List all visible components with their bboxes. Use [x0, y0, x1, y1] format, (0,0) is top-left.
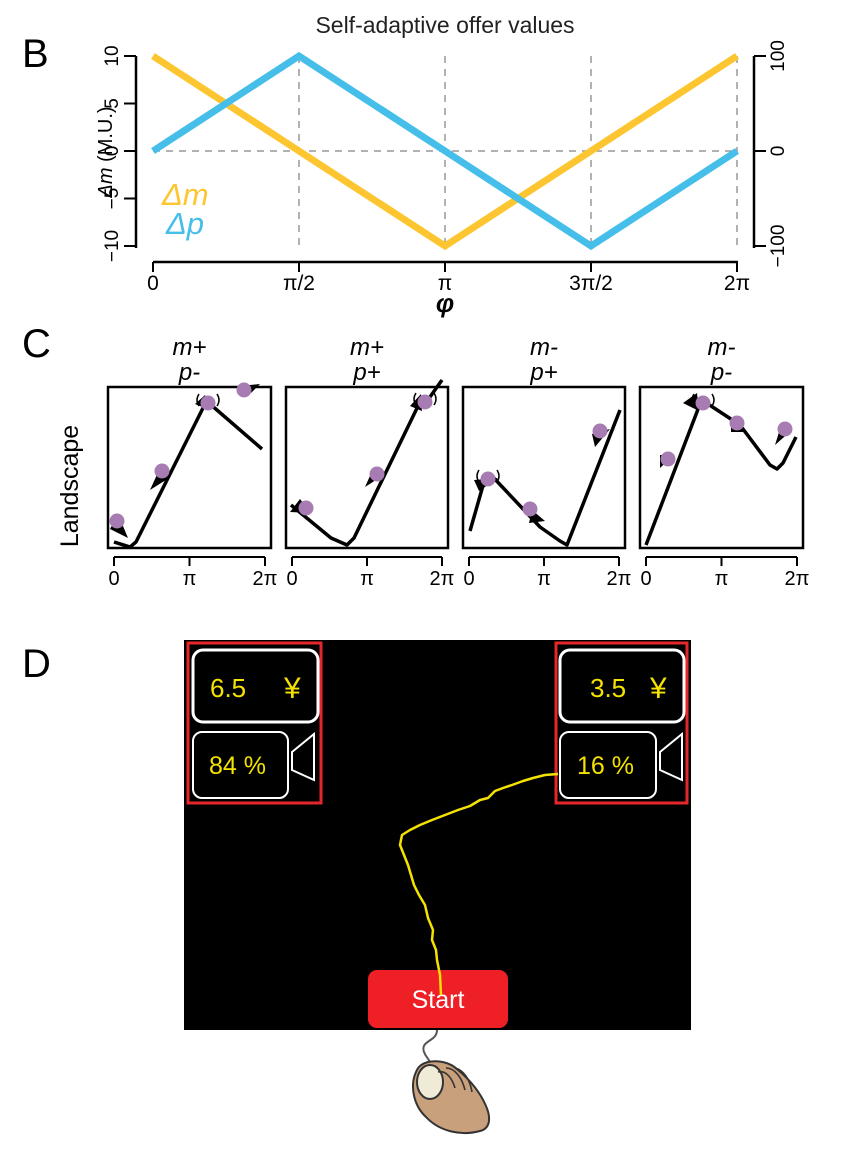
mouse-trajectory: [398, 772, 559, 996]
landscape-money-label: m+: [172, 334, 206, 361]
y-left-tick-label: −10: [102, 230, 123, 262]
landscape-ball-marker: [154, 463, 170, 479]
left-money-box: [191, 648, 320, 724]
legend-entry-dm: Δm: [161, 177, 209, 212]
vibration-marks: [413, 392, 437, 406]
landscape-curve: [113, 402, 264, 549]
series-lines: [151, 51, 739, 251]
y-axis-label-symbol: Δm: [95, 168, 117, 199]
landscape-x-tick-label: π: [715, 568, 729, 590]
landscape-ball-marker: [729, 415, 745, 431]
start-button[interactable]: [368, 970, 508, 1028]
left-probability-value: 84 %: [209, 752, 266, 780]
landscape-x-tick-label: 0: [640, 568, 651, 590]
panel-label-c: C: [22, 322, 51, 366]
x-tick-label: 3π/2: [569, 272, 613, 295]
landscape-probability-label: p-: [178, 359, 200, 386]
landscape-ball-marker: [592, 423, 608, 439]
left-probability-box: [192, 731, 289, 799]
landscape-ball-marker: [695, 395, 711, 411]
landscape-axis-label: Landscape: [56, 425, 84, 547]
landscape-probability-label: p-: [710, 359, 732, 386]
vibration-marks: [476, 469, 500, 483]
landscape-money-label: m-: [530, 334, 558, 361]
landscape-x-tick-label: 2π: [785, 568, 810, 590]
hand-on-mouse-icon: [412, 1060, 491, 1135]
start-button-label: Start: [412, 986, 465, 1014]
right-money-value: 3.5: [590, 673, 626, 703]
vibration-marks: [196, 393, 220, 407]
right-currency-symbol: ¥: [649, 672, 667, 705]
landscape-x-tick-label: 0: [108, 568, 119, 590]
right-option-highlight[interactable]: [554, 641, 689, 805]
landscape-x-tick-label: π: [360, 568, 374, 590]
landscape-x-tick-label: 2π: [607, 568, 632, 590]
landscape-money-label: m+: [350, 334, 384, 361]
landscape-ball-marker: [522, 501, 538, 517]
left-money-value: 6.5: [210, 673, 246, 703]
vibration-marks: [691, 393, 715, 407]
right-money-box: [558, 648, 686, 724]
x-tick-label: 0: [147, 272, 159, 295]
y-right-tick-label: 100: [768, 40, 789, 72]
landscape-x-tick-label: 0: [463, 568, 474, 590]
landscape-x-tick-label: π: [537, 568, 551, 590]
y-right-tick-label: −100: [768, 225, 789, 268]
legend-entry-dp: Δp: [165, 206, 204, 241]
series-line-dp: [151, 51, 739, 251]
left-speaker-icon: [291, 731, 315, 782]
panel-label-d: D: [22, 642, 51, 686]
y-left-tick-label: 10: [102, 45, 123, 66]
axis-ticks: −10 −5 0 5 10 −100 0 100 0 π/2 π 3π/2 2π: [102, 40, 789, 295]
y-axis-label-unit: (M.U.): [95, 106, 117, 167]
panel-label-b: B: [22, 32, 49, 76]
right-probability-box: [559, 731, 657, 799]
y-right-tick-label: 0: [768, 146, 789, 157]
landscape-ball-marker: [369, 466, 385, 482]
x-tick-label: π/2: [283, 272, 315, 295]
landscape-ball-marker: [109, 513, 125, 529]
landscape-panel-frame: [284, 385, 450, 550]
y-left-tick-label: 0: [102, 146, 123, 157]
landscape-ball-marker: [417, 394, 433, 410]
landscape-ball-marker: [236, 382, 252, 398]
landscape-ball-marker: [660, 451, 676, 467]
landscape-panels: m+p-0 π 2πm+p+0 π 2πm-p+0 π 2πm-p-0 π 2π: [106, 334, 810, 590]
landscape-panel-frame: [461, 385, 627, 550]
landscape-ball-marker: [777, 421, 793, 437]
landscape-probability-label: p+: [352, 359, 380, 386]
y-left-tick-label: 5: [102, 98, 123, 109]
landscape-x-tick-label: 2π: [430, 568, 455, 590]
landscape-probability-label: p+: [529, 359, 557, 386]
left-currency-symbol: ¥: [283, 672, 301, 705]
series-line-dm: [151, 53, 739, 251]
left-option-highlight[interactable]: [186, 641, 323, 805]
landscape-x-tick-label: 0: [286, 568, 297, 590]
gradient-arrow-marker: [683, 393, 699, 411]
y-axis-label: Δm (M.U.): [95, 106, 117, 198]
landscape-x-tick-label: π: [183, 568, 197, 590]
landscape-ball-marker: [200, 395, 216, 411]
right-speaker-icon: [659, 731, 683, 782]
chart-title: Self-adaptive offer values: [315, 12, 574, 38]
landscape-ball-marker: [480, 471, 496, 487]
right-probability-value: 16 %: [577, 752, 634, 780]
landscape-money-label: m-: [708, 334, 736, 361]
landscape-panel-frame: [106, 385, 273, 550]
landscape-x-tick-label: 2π: [253, 568, 278, 590]
x-tick-label: 2π: [724, 272, 750, 295]
x-axis-label: φ: [436, 288, 454, 318]
y-left-tick-label: −5: [102, 188, 123, 210]
x-tick-label: π: [438, 272, 453, 295]
landscape-ball-marker: [298, 500, 314, 516]
